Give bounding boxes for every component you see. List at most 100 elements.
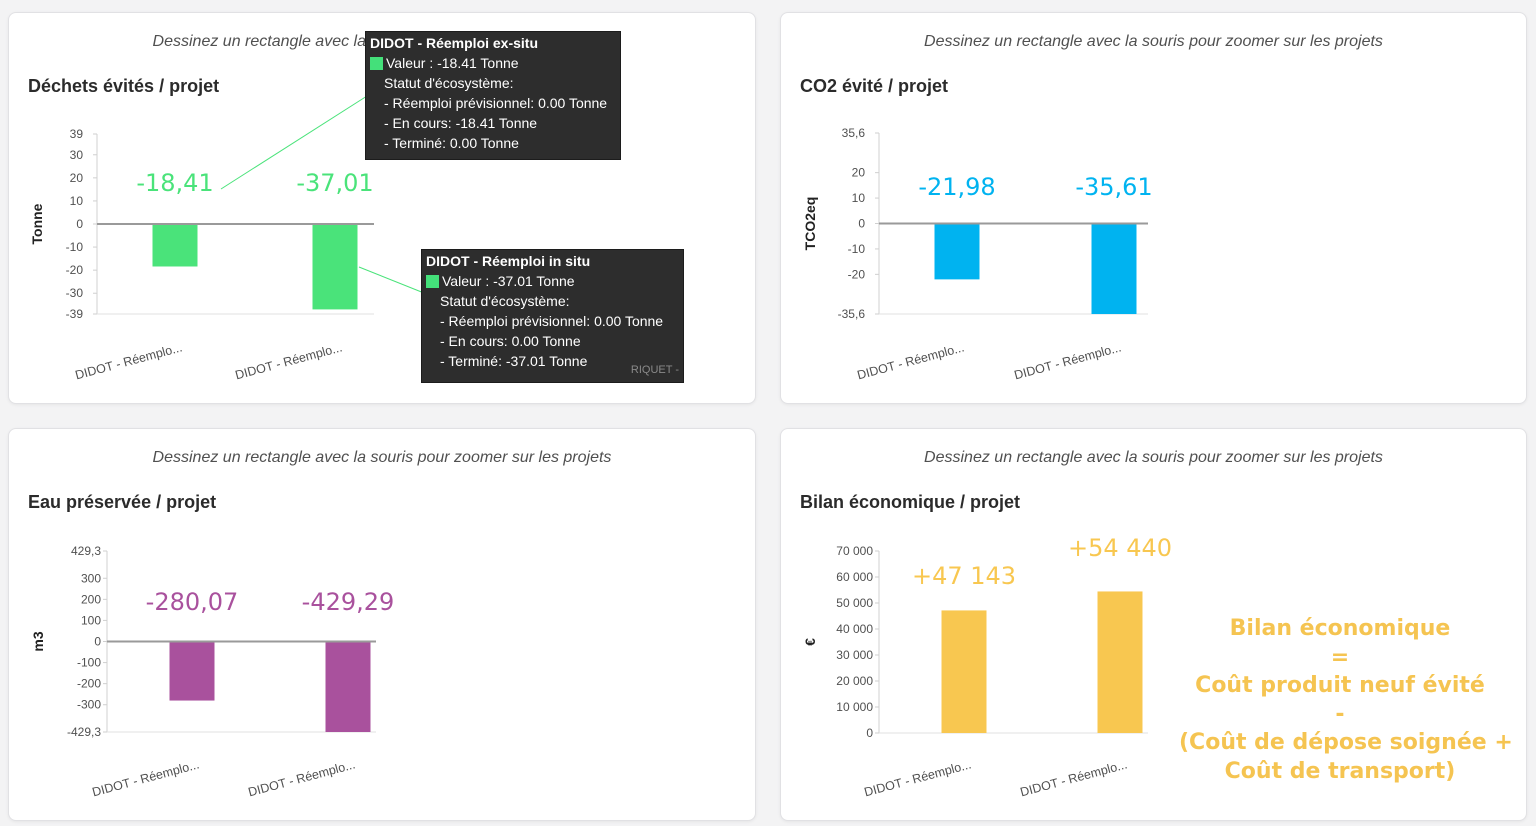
- chart-card-eau: Dessinez un rectangle avec la souris pou…: [8, 428, 756, 821]
- tooltip-value: Valeur : -18.41 Tonne: [370, 53, 614, 73]
- chart-svg[interactable]: 429,3 300 200 100 0 -100 -200 -300 -429,3 m3 -280,…: [9, 429, 757, 822]
- tooltip-line: - Terminé: 0.00 Tonne: [384, 135, 519, 151]
- chart-card-bilan: Dessinez un rectangle avec la souris pou…: [780, 428, 1527, 821]
- bar: [312, 224, 358, 310]
- tooltip-status-label: Statut d'écosystème:: [440, 293, 570, 309]
- y-tick-label: -10: [66, 240, 84, 254]
- y-tick-label: -35,6: [838, 307, 866, 321]
- y-tick-label: -300: [77, 698, 101, 712]
- y-tick-label: -200: [77, 677, 101, 691]
- tooltip-line: - En cours: 0.00 Tonne: [440, 333, 581, 349]
- bar: [1097, 591, 1143, 733]
- chart-title: Bilan économique / projet: [800, 492, 1021, 512]
- note-line: Coût produit neuf évité: [1195, 673, 1485, 698]
- y-tick-label: 100: [81, 613, 101, 627]
- chart-title: Déchets évités / projet: [28, 76, 220, 96]
- data-label: -37,01: [296, 169, 373, 197]
- y-axis-label: TCO2eq: [802, 197, 818, 251]
- tooltip-title: DIDOT - Réemploi in situ: [426, 253, 591, 269]
- y-axis-label: Tonne: [29, 203, 45, 244]
- y-tick-label: -20: [848, 267, 866, 281]
- y-tick-label: 200: [81, 592, 101, 606]
- x-category-label: DIDOT - Réemplo...: [863, 757, 973, 799]
- y-tick-label: 30: [70, 148, 84, 162]
- y-tick-label: 39: [70, 127, 84, 141]
- tooltip-title: DIDOT - Réemploi ex-situ: [370, 35, 539, 51]
- legend-swatch-icon: [426, 275, 439, 288]
- tooltip-reemploi-ex-situ: DIDOT - Réemploi ex-situ Valeur : -18.41…: [365, 31, 621, 160]
- y-tick-label: 20: [70, 171, 84, 185]
- note-line: Coût de transport): [1224, 758, 1456, 784]
- data-label: -35,61: [1075, 173, 1152, 201]
- tooltip-line: - Réemploi prévisionnel: 0.00 Tonne: [384, 95, 608, 111]
- zoom-hint: Dessinez un rectangle avec la souris pou…: [924, 449, 1383, 466]
- data-label: +47 143: [912, 562, 1016, 590]
- y-tick-label: -429,3: [67, 725, 101, 739]
- x-category-label: DIDOT - Réemplo...: [234, 340, 344, 382]
- y-axis-label: €: [802, 638, 818, 646]
- y-tick-label: 10 000: [836, 700, 873, 714]
- data-label: +54 440: [1068, 534, 1172, 562]
- y-tick-label: 429,3: [71, 544, 101, 558]
- y-tick-label: -20: [66, 263, 84, 277]
- y-tick-label: -100: [77, 656, 101, 670]
- bar: [934, 223, 980, 280]
- chart-svg[interactable]: 39 30 20 10 0 -10 -20 -30 -39 Tonne -18,41 -37,01 DI…: [9, 13, 757, 405]
- y-tick-label: 0: [76, 217, 83, 231]
- bar: [325, 641, 371, 732]
- bar: [152, 224, 198, 267]
- note-line: Bilan économique: [1229, 616, 1451, 641]
- y-tick-label: 300: [81, 571, 101, 585]
- note-line: =: [1330, 644, 1350, 670]
- x-category-label: DIDOT - Réemplo...: [1013, 340, 1123, 382]
- data-label: -429,29: [302, 588, 395, 616]
- y-tick-label: 20: [852, 166, 866, 180]
- y-tick-label: 40 000: [836, 622, 873, 636]
- x-category-label: DIDOT - Réemplo...: [247, 757, 357, 799]
- tooltip-line: - En cours: -18.41 Tonne: [384, 115, 538, 131]
- chart-title: Eau préservée / projet: [28, 492, 217, 512]
- economic-formula-note: Bilan économique = Coût produit neuf évi…: [1179, 615, 1513, 786]
- y-tick-label: -10: [848, 242, 866, 256]
- chart-card-co2: Dessinez un rectangle avec la souris pou…: [780, 12, 1527, 404]
- hidden-category-label: RIQUET -: [630, 364, 679, 376]
- bar: [1091, 223, 1137, 315]
- bar: [169, 641, 215, 701]
- data-label: -21,98: [918, 173, 995, 201]
- chart-svg[interactable]: 70 000 60 000 50 000 40 000 30 000 20 000 10 0…: [781, 429, 1528, 822]
- x-category-label: DIDOT - Réemplo...: [856, 340, 966, 382]
- x-category-label: DIDOT - Réemplo...: [74, 340, 184, 382]
- tooltip-connector: [358, 266, 425, 294]
- tooltip-line: - Réemploi prévisionnel: 0.00 Tonne: [440, 313, 664, 329]
- y-tick-label: 0: [866, 726, 873, 740]
- y-tick-label: 50 000: [836, 596, 873, 610]
- zoom-hint: Dessinez un rectangle avec la souris pou…: [152, 449, 612, 466]
- note-line: (Coût de dépose soignée +: [1179, 730, 1513, 755]
- y-tick-label: 35,6: [842, 126, 866, 140]
- data-label: -280,07: [146, 588, 239, 616]
- data-label: -18,41: [136, 169, 213, 197]
- legend-swatch-icon: [370, 57, 383, 70]
- y-tick-label: 0: [858, 217, 865, 231]
- zoom-hint: Dessinez un rectangle avec la souris pou…: [924, 33, 1383, 50]
- tooltip-value: Valeur : -37.01 Tonne: [426, 271, 677, 291]
- chart-title: CO2 évité / projet: [800, 76, 949, 96]
- y-tick-label: 10: [852, 191, 866, 205]
- chart-svg[interactable]: 35,6 20 10 0 -10 -20 -35,6 TCO2eq -21,98 -35,61 DI…: [781, 13, 1528, 405]
- x-category-label: DIDOT - Réemplo...: [91, 757, 201, 799]
- tooltip-connector: [220, 95, 368, 190]
- bar: [941, 610, 987, 733]
- tooltip-reemploi-in-situ: DIDOT - Réemploi in situ Valeur : -37.01…: [421, 249, 684, 383]
- y-tick-label: 70 000: [836, 544, 873, 558]
- tooltip-line: - Terminé: -37.01 Tonne: [440, 353, 588, 369]
- y-tick-label: 20 000: [836, 674, 873, 688]
- tooltip-status-label: Statut d'écosystème:: [384, 75, 514, 91]
- y-tick-label: -30: [66, 286, 84, 300]
- y-tick-label: 0: [94, 635, 101, 649]
- y-axis-label: m3: [30, 631, 46, 651]
- note-line: -: [1335, 701, 1345, 727]
- y-tick-label: 10: [70, 194, 84, 208]
- y-tick-label: 60 000: [836, 570, 873, 584]
- y-tick-label: 30 000: [836, 648, 873, 662]
- x-category-label: DIDOT - Réemplo...: [1019, 757, 1129, 799]
